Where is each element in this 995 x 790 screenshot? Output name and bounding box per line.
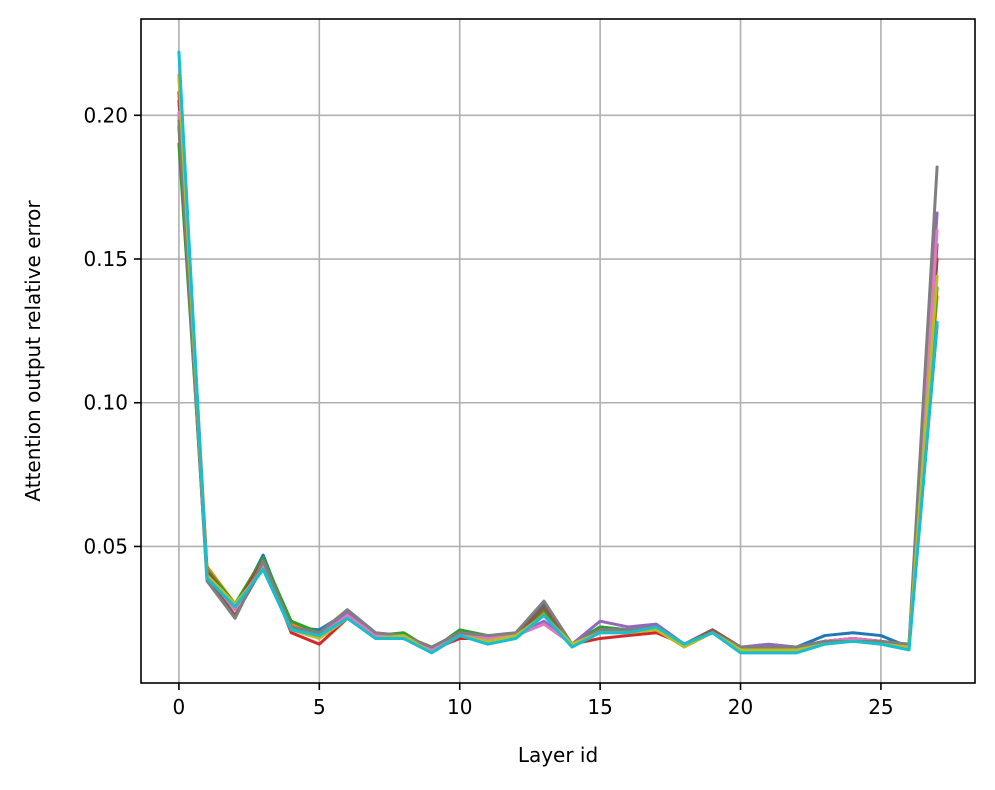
series-line-3 [177,142,939,652]
series-line-9 [177,76,939,655]
x-tick-label: 15 [587,695,612,719]
x-tick-label: 25 [868,695,893,719]
series-line-5 [177,113,939,652]
series-line-7 [177,110,939,652]
series-line-4 [177,90,939,652]
y-tick-label: 0.20 [83,103,128,127]
x-tick-label: 20 [728,695,753,719]
series-line-1 [177,99,939,652]
y-axis-label: Attention output relative error [21,200,45,502]
x-tick-label: 5 [313,695,326,719]
plot-frame [140,18,976,684]
series-line-6 [177,125,939,652]
series-layer [177,50,939,655]
x-axis-label: Layer id [518,743,598,767]
x-tick-label: 0 [173,695,186,719]
y-tick-label: 0.15 [83,247,128,271]
series-line-8 [177,119,939,649]
y-tick-label: 0.05 [83,534,128,558]
y-tick-label: 0.10 [83,391,128,415]
ticks: 0 5 10 15 20 25 0.05 0.10 0.15 0.20 [83,103,893,719]
series-line-10 [177,50,939,655]
grid [141,19,975,683]
series-line-2 [177,73,939,652]
x-tick-label: 10 [447,695,472,719]
